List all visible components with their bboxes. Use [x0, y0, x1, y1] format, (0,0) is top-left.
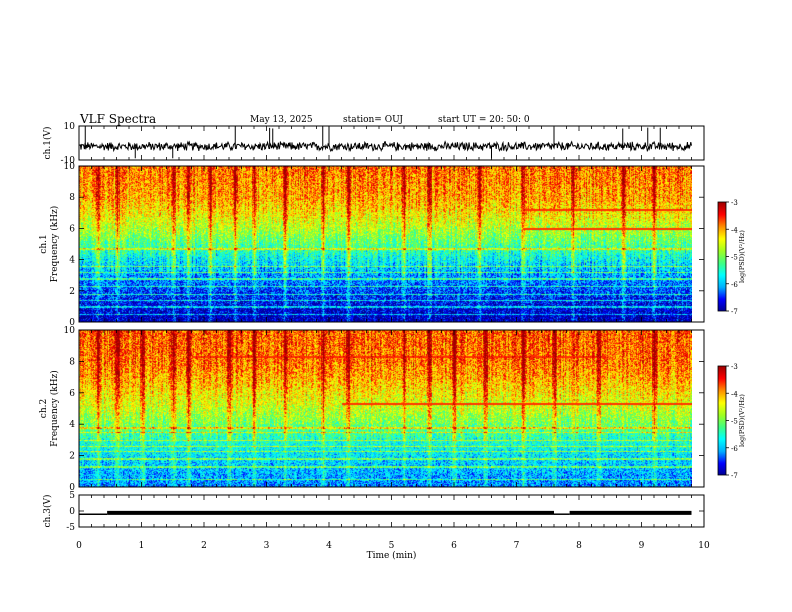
figure-title: VLF Spectra	[80, 112, 157, 126]
ch1-spectrogram-ytick-label: 4	[69, 256, 75, 266]
ch3-ytick-label: 0	[69, 507, 75, 517]
ch3-ytick-label: -5	[66, 523, 75, 533]
cbar1-gradient	[718, 202, 726, 311]
ch1-waveform-panel: 10 -10 ch.1(V)	[42, 122, 705, 166]
ch2-spectrogram-ytick-label: 4	[69, 420, 75, 430]
ch1-spectrogram-panel: 0 2 4 6 8 10 ch.1 Frequency (kHz)	[39, 162, 705, 328]
x-tick-label: 10	[698, 541, 710, 551]
x-tick-label: 7	[514, 541, 520, 551]
x-tick-label: 6	[451, 541, 457, 551]
x-tick-label: 4	[326, 541, 332, 551]
ch2-spectrogram-image	[79, 330, 692, 487]
cbar1-tick-label: -4	[731, 226, 738, 234]
cbar2-tick-label: -5	[731, 418, 738, 426]
start-time-label: start UT = 20: 50: 0	[438, 115, 530, 125]
ch1-waveform-ytick-label: -10	[61, 156, 76, 166]
x-tick-label: 9	[639, 541, 645, 551]
ch1-spectrogram-ylabel: ch.1	[39, 234, 49, 253]
ch1-spectrogram-ytick-label: 2	[69, 287, 75, 297]
x-tick-label: 1	[139, 541, 145, 551]
date-label: May 13, 2025	[250, 115, 313, 125]
x-tick-label: 5	[389, 541, 395, 551]
x-tick-label: 0	[76, 541, 82, 551]
cbar2-tick-label: -4	[731, 390, 738, 398]
cbar1-label: log(PSD)(V²/Hz)	[738, 230, 746, 283]
ch1-spectrogram-ytick-label: 6	[69, 224, 75, 234]
x-axis-label: Time (min)	[367, 550, 417, 561]
ch3-ylabel: ch.3(V)	[42, 495, 53, 528]
ch1-waveform-ytick-label: 10	[64, 122, 76, 132]
station-label: station= OUJ	[343, 115, 404, 125]
cbar1-tick-label: -3	[731, 199, 738, 207]
x-tick-label: 2	[201, 541, 207, 551]
colorbar-2: -3 -4 -5 -6 -7 log(PSD)(V²/Hz)	[717, 363, 746, 480]
ch1-spectrogram-ylabel: Frequency (kHz)	[49, 206, 60, 283]
cbar1-tick-label: -6	[731, 281, 738, 289]
ch1-spectrogram-ytick-label: 0	[69, 318, 75, 328]
x-tick-label: 3	[264, 541, 270, 551]
cbar1-tick-label: -5	[731, 254, 738, 262]
cbar2-gradient	[718, 366, 726, 475]
ch1-spectrogram-ytick-label: 8	[69, 193, 75, 203]
ch2-spectrogram-ytick-label: 6	[69, 389, 75, 399]
ch2-spectrogram-ytick-label: 2	[69, 452, 75, 462]
x-tick-label: 8	[576, 541, 582, 551]
ch2-spectrogram-ytick-label: 8	[69, 357, 75, 367]
ch1-waveform-ylabel: ch.1(V)	[42, 127, 53, 160]
ch2-spectrogram-ylabel: Frequency (kHz)	[49, 370, 60, 447]
ch2-spectrogram-panel: 0 2 4 6 8 10 ch.2 Frequency (kHz)	[39, 326, 705, 493]
ch2-spectrogram-ytick-label: 0	[69, 483, 75, 493]
cbar2-tick-label: -7	[731, 472, 738, 480]
ch1-waveform-trace	[78, 140, 692, 153]
ch1-spectrogram-ytick-label: 10	[64, 162, 76, 172]
cbar1-tick-label: -7	[731, 308, 738, 316]
ch2-spectrogram-ytick-label: 10	[64, 326, 76, 336]
ch1-spectrogram-image	[79, 166, 692, 322]
ch2-spectrogram-ylabel: ch.2	[39, 399, 49, 418]
colorbar-1: -3 -4 -5 -6 -7 log(PSD)(V²/Hz)	[717, 199, 746, 316]
cbar2-tick-label: -6	[731, 445, 738, 453]
cbar2-tick-label: -3	[731, 363, 738, 371]
ch3-ytick-label: 5	[69, 491, 75, 501]
cbar2-label: log(PSD)(V²/Hz)	[738, 394, 746, 447]
